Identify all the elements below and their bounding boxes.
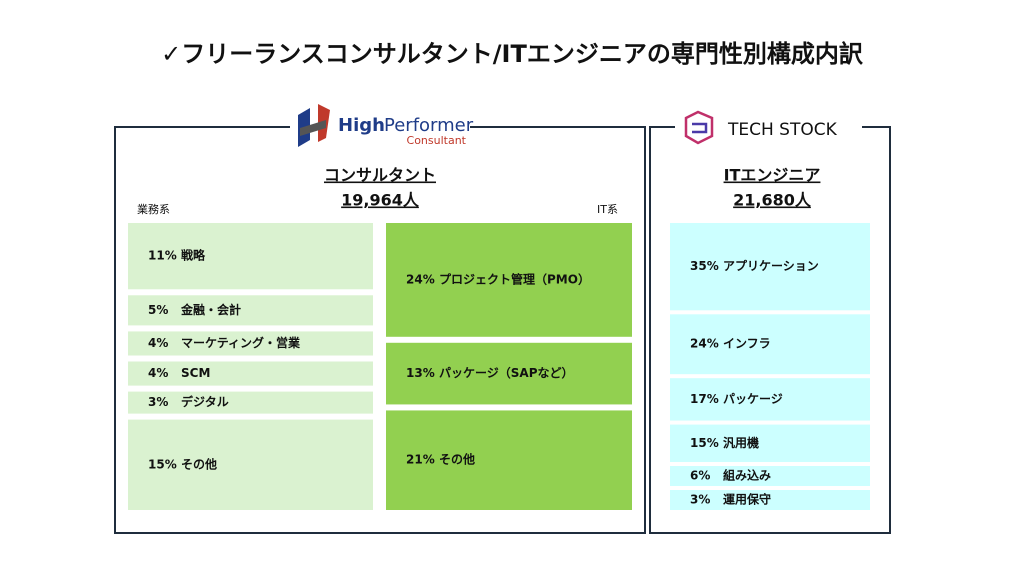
count: 19,964人: [341, 191, 420, 210]
block-name: SCM: [181, 366, 210, 380]
block-name: 組み込み: [723, 468, 771, 483]
frame-right: [649, 126, 891, 534]
block: [670, 424, 870, 462]
block-pct: 13%: [406, 366, 435, 380]
block-pct: 21%: [406, 453, 435, 467]
block: [128, 295, 373, 326]
heading: コンサルタント: [324, 166, 436, 185]
block-name: マーケティング・営業: [181, 335, 301, 350]
block-pct: 15%: [148, 457, 177, 471]
block: [128, 361, 373, 386]
ts-icon: [684, 110, 714, 145]
logo-brand: Performer: [384, 115, 474, 136]
block-pct: 4%: [148, 366, 168, 380]
block-name: 戦略: [181, 248, 206, 263]
block-name: デジタル: [181, 394, 229, 409]
group-label: 業務系: [137, 202, 170, 216]
block-name: インフラ: [723, 337, 771, 351]
block: [128, 331, 373, 356]
block-pct: 24%: [690, 337, 719, 351]
block-name: プロジェクト管理（PMO）: [439, 271, 590, 286]
block: [128, 391, 373, 414]
block: [128, 223, 373, 290]
block: [670, 378, 870, 421]
block-pct: 17%: [690, 392, 719, 406]
block-pct: 35%: [690, 259, 719, 273]
block-pct: 5%: [148, 303, 168, 317]
title: ✓フリーランスコンサルタント/ITエンジニアの専門性別構成内訳: [161, 40, 864, 68]
block-name: パッケージ: [723, 392, 783, 406]
heading: ITエンジニア: [724, 166, 821, 185]
block: [386, 410, 632, 510]
block: [670, 466, 870, 486]
block: [128, 419, 373, 510]
logo-techstock: TECH STOCK: [727, 120, 838, 140]
block-name: 汎用機: [723, 435, 759, 450]
block: [386, 223, 632, 337]
logo-brand: High: [338, 115, 385, 136]
block-name: 運用保守: [723, 492, 771, 507]
block-name: その他: [181, 456, 217, 471]
group-label: IT系: [597, 203, 618, 216]
block-pct: 15%: [690, 436, 719, 450]
block-pct: 11%: [148, 249, 177, 263]
block-pct: 3%: [690, 493, 710, 507]
block-pct: 3%: [148, 395, 168, 409]
block-name: その他: [439, 452, 475, 467]
logo-sub: Consultant: [407, 134, 467, 147]
frame-left: [114, 126, 646, 534]
hp-icon: [298, 104, 330, 147]
blocks: 11% 戦略 5% 金融・会計 4% マーケティング・営業 4% SCM 3% デジタル 15% その…: [128, 223, 870, 510]
block-name: パッケージ（SAPなど）: [439, 365, 574, 380]
block: [670, 314, 870, 375]
block-pct: 24%: [406, 272, 435, 286]
block-pct: 4%: [148, 336, 168, 350]
block-name: アプリケーション: [723, 258, 819, 273]
block: [670, 490, 870, 510]
block-name: 金融・会計: [180, 302, 241, 317]
block: [386, 342, 632, 405]
count: 21,680人: [733, 191, 812, 210]
block-pct: 6%: [690, 469, 710, 483]
block: [670, 223, 870, 311]
